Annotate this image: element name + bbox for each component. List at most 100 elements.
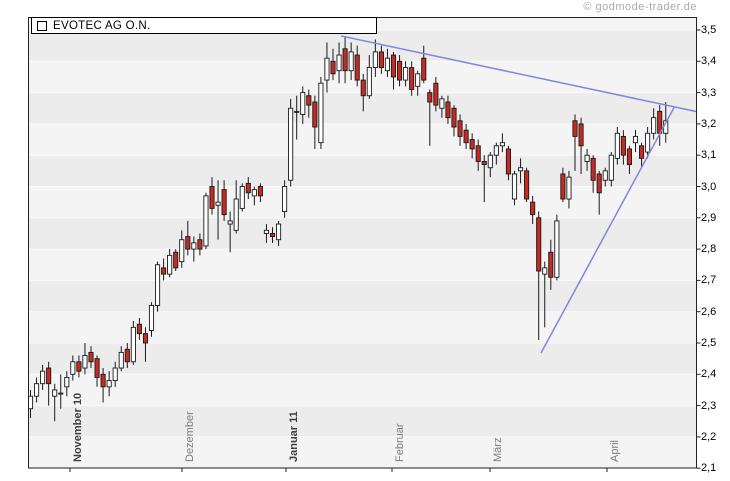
candle-down [173, 251, 179, 269]
candle-up [384, 57, 391, 72]
candle-down [421, 57, 427, 81]
candle-up [403, 67, 409, 81]
candle-up [487, 154, 493, 169]
candle-down [94, 358, 100, 378]
candle-down [590, 157, 596, 181]
grid-band [28, 123, 697, 156]
x-axis-label: März [492, 437, 504, 462]
candle-up [294, 110, 300, 113]
grid-band [28, 436, 697, 469]
candle-up [263, 229, 270, 234]
candle-up [70, 361, 76, 375]
candles-group [28, 36, 669, 422]
candle-up [191, 242, 197, 250]
candle-down [451, 107, 457, 128]
candle-down [524, 170, 530, 200]
candle-up [288, 107, 294, 181]
candle-up [499, 142, 505, 147]
x-axis-label: November 10 [72, 392, 84, 462]
y-axis-label: 2,2 [701, 430, 717, 443]
candle-up [276, 223, 282, 241]
candle-down [136, 323, 142, 335]
candle-down [469, 139, 475, 150]
candle-down [185, 236, 191, 250]
candle-up [542, 267, 548, 275]
candle-up [239, 186, 245, 209]
candle-down [409, 67, 415, 90]
watermark: © godmode-trader.de [583, 1, 697, 13]
candle-up [348, 51, 354, 72]
candle-up [64, 376, 70, 388]
grid-band [28, 280, 697, 312]
candle-up [651, 117, 657, 134]
candle-up [415, 73, 421, 87]
legend-checkbox-icon[interactable] [37, 20, 47, 31]
grid-band [28, 155, 697, 187]
candle-up [233, 198, 239, 231]
candle-up [34, 383, 40, 397]
candle-up [282, 186, 288, 212]
candle-up [130, 326, 136, 363]
candle-down [209, 186, 215, 209]
candle-up [203, 195, 209, 247]
y-axis-label: 2,7 [701, 274, 717, 287]
candle-up [40, 370, 46, 385]
y-axis-label: 2,1 [701, 462, 717, 475]
candle-up [154, 264, 161, 306]
y-axis-label: 3,1 [701, 149, 717, 162]
candle-up [608, 154, 614, 181]
candle-up [58, 392, 64, 395]
y-axis-label: 2,9 [701, 211, 717, 224]
candle-down [505, 148, 512, 175]
trendline-ascending-support [540, 107, 675, 354]
candle-down [536, 217, 542, 272]
candle-down [620, 135, 626, 156]
y-axis-label: 2,5 [701, 337, 717, 349]
candle-up [179, 239, 185, 263]
candle-up [645, 132, 651, 153]
candle-down [530, 201, 536, 216]
candle-down [312, 101, 318, 128]
candle-down [245, 182, 251, 194]
candle-down [626, 148, 632, 166]
y-axis-label: 2,4 [701, 368, 717, 381]
candle-down [269, 232, 276, 238]
candle-up [106, 380, 112, 388]
candle-up [112, 367, 118, 382]
candle-down [445, 101, 451, 119]
candle-down [596, 173, 602, 194]
candle-down [124, 348, 130, 363]
candle-down [475, 145, 481, 162]
y-axis-label: 2,3 [701, 399, 717, 412]
grid-band [28, 374, 697, 406]
candle-up [300, 92, 306, 115]
grid-band [28, 186, 697, 218]
candle-down [142, 333, 149, 344]
candle-up [324, 57, 330, 81]
x-axis-label: Februar [394, 423, 406, 462]
y-axis-label: 3,0 [701, 180, 717, 193]
candle-down [88, 351, 94, 363]
instrument-title: EVOTEC AG O.N. [53, 19, 151, 32]
candle-down [342, 48, 348, 72]
candle-up [366, 67, 372, 97]
candle-down [330, 60, 336, 75]
candle-down [161, 267, 167, 275]
candle-down [457, 120, 463, 137]
y-axis-label: 3,4 [701, 55, 717, 68]
candle-down [390, 54, 397, 78]
grid-band [28, 343, 697, 375]
grid-band [28, 92, 697, 124]
candle-down [221, 189, 227, 216]
grid-band [28, 405, 697, 437]
y-axis-label: 2,8 [701, 243, 717, 256]
y-axis-label: 3,5 [701, 24, 717, 36]
candle-up [148, 304, 155, 331]
x-axis-label: April [609, 439, 621, 462]
candle-down [378, 51, 384, 69]
candle-down [481, 161, 487, 166]
candle-down [76, 361, 82, 372]
candle-up [632, 135, 639, 144]
candle-up [215, 201, 221, 206]
